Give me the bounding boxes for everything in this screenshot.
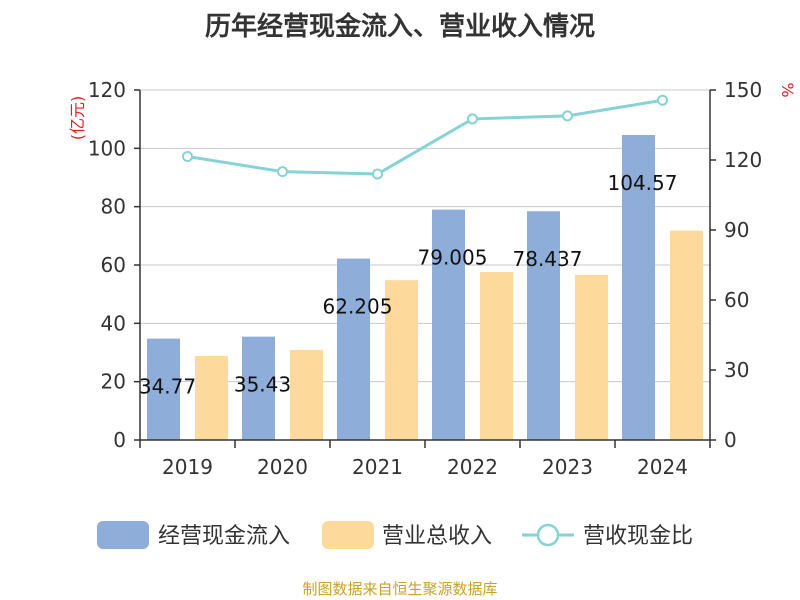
axes: 0 20 40 60 80 100 120 0 30 60 90 120 150 (亿元)% 2019 202… (68, 78, 797, 479)
y-left-unit: (亿元) (68, 96, 87, 141)
y-right-tick-label: 0 (724, 428, 737, 452)
bar-revenue (575, 274, 608, 440)
x-tick-label: 2022 (447, 455, 498, 479)
bar-revenue (480, 272, 513, 440)
bar-cash-inflow (337, 258, 370, 440)
y-left-tick-label: 100 (88, 136, 126, 160)
y-left-tick-label: 40 (101, 311, 126, 335)
x-tick-label: 2021 (352, 455, 403, 479)
legend-label-revenue: 营业总收入 (382, 524, 492, 549)
y-right-tick-label: 150 (724, 78, 762, 102)
y-right-unit: % (778, 82, 797, 97)
bar-cash-inflow (147, 338, 180, 440)
bar-data-label: 79.005 (418, 246, 488, 270)
bar-cash-inflow (527, 211, 560, 440)
data-labels: 34.77 35.43 62.205 79.005 78.437 104.57 (139, 171, 678, 399)
legend-swatch-ratio-marker (536, 523, 560, 547)
bar-data-label: 104.57 (608, 171, 678, 195)
ratio-point (562, 110, 573, 122)
bar-revenue (195, 356, 228, 440)
bar-revenue (290, 349, 323, 440)
bar-cash-inflow (622, 135, 655, 441)
ratio-point (277, 166, 288, 178)
legend-label-ratio: 营收现金比 (583, 524, 693, 549)
y-right-tick-label: 120 (724, 148, 762, 172)
bar-cash-inflow (242, 336, 275, 440)
bar-cash-inflow (432, 209, 465, 440)
legend-label-cash-inflow: 经营现金流入 (158, 524, 290, 549)
bar-revenue (670, 230, 703, 440)
x-tick-label: 2020 (257, 455, 308, 479)
source-note: 制图数据来自恒生聚源数据库 (302, 580, 498, 598)
ratio-line-path (187, 98, 663, 176)
ratio-point (657, 94, 668, 106)
y-right-tick-label: 60 (724, 288, 749, 312)
x-tick-label: 2023 (542, 455, 593, 479)
ratio-point (182, 151, 193, 162)
chart-title: 历年经营现金流入、营业收入情况 (204, 12, 595, 42)
legend: 经营现金流入 营业总收入 营收现金比 (97, 521, 693, 549)
y-left-tick-label: 20 (101, 370, 126, 394)
y-left-tick-label: 80 (101, 195, 126, 219)
y-left-tick-label: 120 (88, 78, 126, 102)
y-right-tick-label: 90 (724, 218, 749, 242)
ratio-point (467, 113, 478, 125)
bar-data-label: 34.77 (139, 375, 196, 399)
x-tick-label: 2024 (637, 455, 688, 479)
bars (147, 135, 703, 441)
bar-data-label: 62.205 (323, 295, 393, 319)
x-tick-label: 2019 (162, 455, 213, 479)
bar-data-label: 78.437 (513, 247, 583, 271)
ratio-line (182, 94, 668, 180)
legend-swatch-cash-inflow (97, 521, 149, 549)
bar-revenue (385, 280, 418, 440)
y-right-tick-label: 30 (724, 358, 749, 382)
y-left-tick-label: 0 (113, 428, 126, 452)
legend-swatch-revenue (322, 521, 374, 549)
bar-data-label: 35.43 (234, 373, 291, 397)
y-left-tick-label: 60 (101, 253, 126, 277)
ratio-point (372, 168, 383, 180)
grid-lines (140, 89, 710, 383)
